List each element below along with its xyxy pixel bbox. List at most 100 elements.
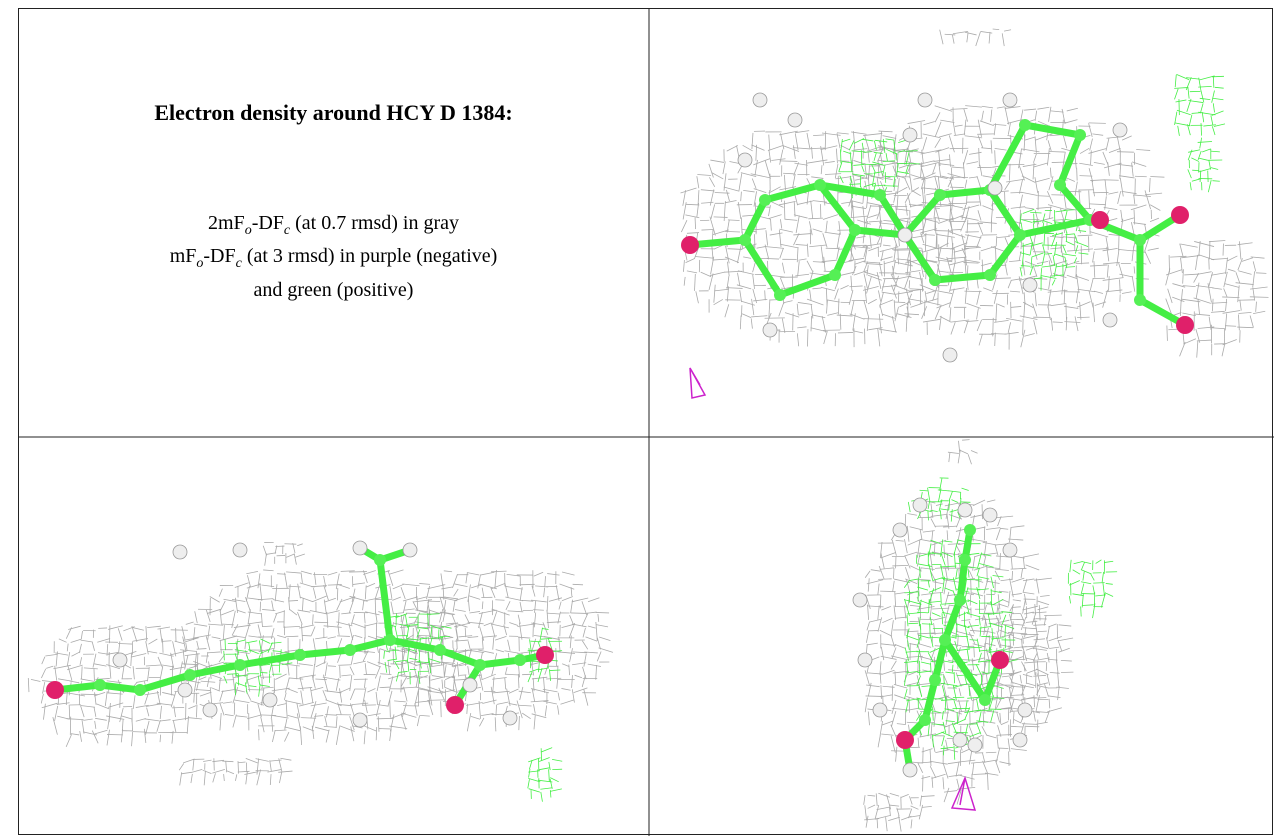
atom [374, 554, 386, 566]
mesh-line [1010, 526, 1024, 528]
mesh-line [1109, 276, 1110, 291]
mesh-line [963, 150, 967, 165]
mesh-line [1065, 258, 1067, 268]
mesh-line [1215, 87, 1224, 88]
mesh-line [811, 177, 823, 179]
mesh-line [936, 235, 937, 249]
mesh-line [701, 202, 713, 203]
mesh-line [390, 570, 404, 574]
mesh-line [935, 305, 941, 319]
atom [463, 678, 477, 692]
mesh-line [556, 585, 559, 601]
mesh-line [71, 639, 82, 642]
mesh-line [108, 716, 110, 729]
mesh-line [1042, 245, 1056, 246]
mesh-line [933, 206, 952, 207]
mesh-line [71, 734, 79, 735]
mesh-line [795, 274, 809, 276]
mesh-line [757, 246, 766, 248]
mesh-line [959, 688, 961, 696]
mesh-line [979, 148, 980, 166]
mesh-line [365, 623, 378, 626]
mesh-line [1119, 274, 1133, 277]
mesh-line [966, 700, 968, 710]
mesh-line [81, 706, 85, 718]
mesh-line [881, 647, 883, 660]
mesh-line [247, 575, 250, 587]
mesh-line [1067, 250, 1079, 251]
mesh-line [1222, 344, 1225, 356]
mesh-line [1104, 207, 1118, 209]
mesh-line [753, 275, 755, 289]
mesh-line [68, 626, 80, 629]
atom [788, 113, 802, 127]
atom [536, 646, 554, 664]
mesh-line [935, 148, 949, 153]
mesh-line [224, 651, 225, 660]
mesh-line [584, 689, 588, 706]
mesh-line [220, 640, 221, 653]
mesh-line [1021, 192, 1038, 195]
mesh-line [313, 614, 314, 624]
mesh-line [1026, 565, 1040, 570]
mesh-line [272, 601, 274, 611]
mesh-line [866, 631, 868, 643]
mesh-line [953, 120, 956, 135]
mesh-line [311, 703, 327, 706]
mesh-line [353, 661, 365, 664]
mesh-line [429, 701, 433, 715]
mesh-line [1035, 293, 1036, 306]
negative-density [690, 368, 705, 398]
mesh-line [41, 669, 45, 678]
mesh-line [194, 624, 207, 626]
mesh-line [298, 687, 312, 688]
mesh-line [892, 565, 908, 566]
mesh-line [1011, 306, 1022, 307]
mesh-line [1237, 327, 1253, 328]
mesh-line [931, 514, 948, 516]
mesh-line [965, 32, 977, 35]
mesh-line [196, 690, 211, 691]
atom [344, 644, 356, 656]
mesh-line [1011, 699, 1022, 701]
mesh-line [880, 721, 882, 735]
mesh-line [1056, 659, 1058, 673]
mesh-line [1212, 126, 1215, 135]
mesh-line [942, 711, 943, 720]
mesh-line [391, 602, 393, 614]
mesh-line [1008, 322, 1010, 333]
mesh-line [1238, 315, 1239, 331]
mesh-line [1213, 98, 1224, 100]
mesh-line [315, 679, 327, 680]
mesh-line [160, 628, 162, 642]
mesh-line [1145, 193, 1162, 195]
mesh-line [1132, 246, 1134, 261]
mesh-line [351, 623, 365, 628]
mesh-line [780, 277, 785, 289]
mesh-line [504, 625, 507, 635]
atom [903, 128, 917, 142]
mesh-line [997, 107, 1005, 108]
mesh-line [936, 234, 955, 237]
mesh-line [310, 687, 313, 703]
mesh-line [978, 210, 981, 220]
mesh-line [838, 299, 839, 315]
mesh-line [933, 617, 946, 620]
mesh-line [932, 530, 933, 541]
mesh-line [415, 703, 417, 715]
mesh-line [1211, 328, 1225, 329]
mesh-line [737, 244, 741, 264]
mesh-line [1118, 191, 1121, 204]
mesh-line [562, 597, 573, 601]
mesh-line [1012, 578, 1025, 582]
mesh-line [284, 693, 286, 700]
mesh-line [996, 529, 1000, 540]
mesh-line [1020, 675, 1021, 683]
mesh-line [956, 631, 974, 636]
mesh-line [870, 619, 881, 622]
mesh-line [549, 598, 562, 602]
mesh-line [904, 539, 907, 553]
mesh-line [956, 624, 969, 628]
mesh-line [1065, 120, 1077, 123]
mesh-line [780, 244, 797, 248]
